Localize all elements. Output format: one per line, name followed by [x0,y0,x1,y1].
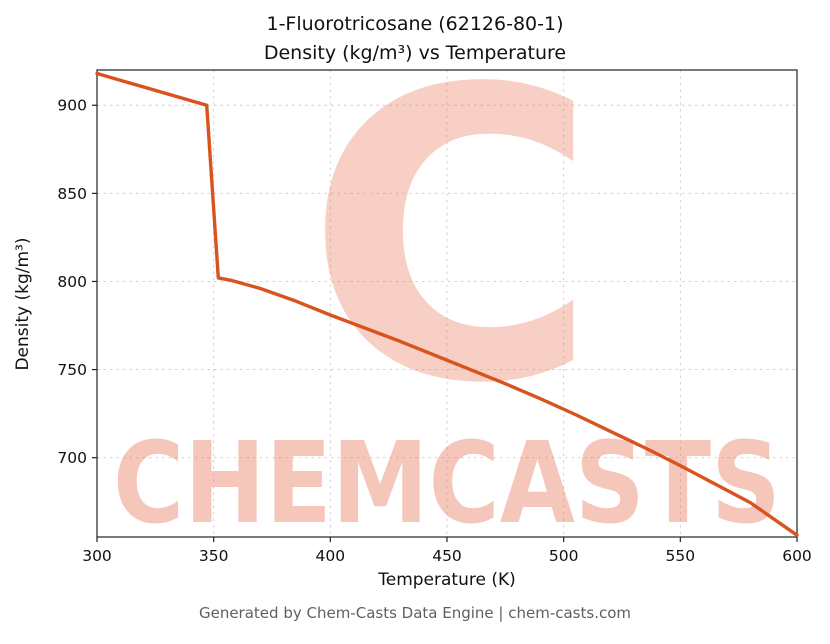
x-axis-label: Temperature (K) [378,570,516,590]
footer-credit: Generated by Chem-Casts Data Engine | ch… [198,604,632,622]
x-tick-label: 300 [82,547,112,565]
chart-title: 1-Fluorotricosane (62126-80-1) [266,13,564,35]
x-tick-label: 350 [199,547,229,565]
y-axis-label: Density (kg/m³) [13,237,33,371]
x-tick-label: 450 [432,547,462,565]
chart-title-block: 1-Fluorotricosane (62126-80-1) Density (… [0,10,830,67]
chart-subtitle: Density (kg/m³) vs Temperature [263,41,567,64]
watermark-c-icon: C [305,6,599,471]
y-tick-label: 800 [57,273,87,291]
series-line-density [95,71,799,537]
y-tick-label: 700 [57,449,87,467]
x-tick-label: 400 [316,547,346,565]
x-tick-label: 600 [782,547,812,565]
y-tick-label: 850 [57,185,87,203]
watermark-text: CHEMCASTS [113,419,781,549]
y-tick-label: 750 [57,361,87,379]
x-tick-label: 500 [549,547,579,565]
x-tick-label: 550 [666,547,696,565]
y-tick-label: 900 [57,97,87,115]
